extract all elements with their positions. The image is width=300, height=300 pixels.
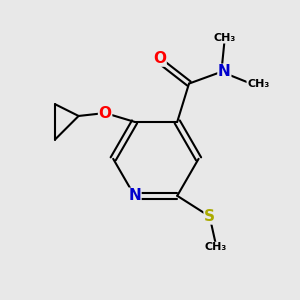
- Text: O: O: [153, 51, 166, 66]
- Text: N: N: [128, 188, 141, 203]
- Text: N: N: [218, 64, 231, 79]
- Text: O: O: [99, 106, 112, 121]
- Text: CH₃: CH₃: [204, 242, 226, 252]
- Text: CH₃: CH₃: [213, 33, 236, 43]
- Text: S: S: [204, 209, 215, 224]
- Text: CH₃: CH₃: [247, 79, 269, 88]
